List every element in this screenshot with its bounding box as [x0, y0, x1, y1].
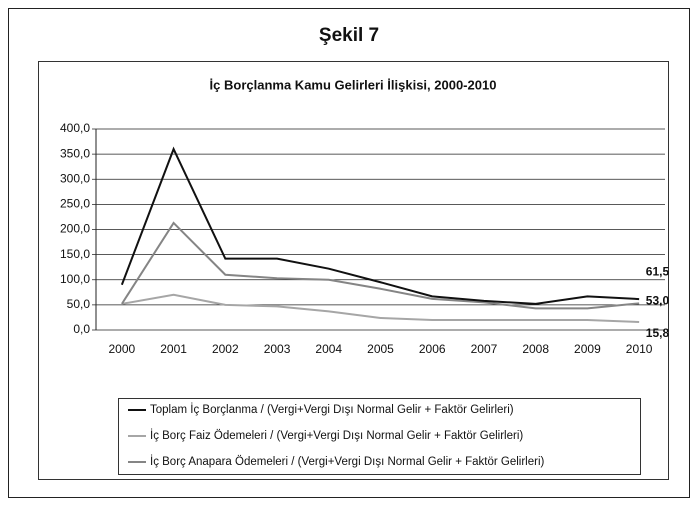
x-tick-label: 2010 — [626, 342, 653, 356]
x-tick-label: 2005 — [367, 342, 394, 356]
data-label: 53,0 — [646, 294, 670, 308]
x-tick-label: 2008 — [522, 342, 549, 356]
x-tick-label: 2006 — [419, 342, 446, 356]
chart-title: İç Borçlanma Kamu Gelirleri İlişkisi, 20… — [210, 77, 497, 92]
y-tick-label: 300,0 — [60, 171, 90, 185]
legend-label: İç Borç Faiz Ödemeleri / (Vergi+Vergi Dı… — [150, 429, 523, 442]
y-tick-label: 250,0 — [60, 197, 90, 211]
x-tick-label: 2000 — [109, 342, 136, 356]
series-line — [120, 146, 640, 305]
y-tick-label: 200,0 — [60, 222, 90, 236]
y-tick-label: 0,0 — [73, 322, 90, 336]
y-tick-label: 50,0 — [67, 297, 91, 311]
x-tick-label: 2002 — [212, 342, 239, 356]
y-tick-label: 150,0 — [60, 247, 90, 261]
series-line — [121, 221, 640, 310]
x-tick-label: 2007 — [471, 342, 498, 356]
series-line — [121, 293, 640, 324]
legend-label: İç Borç Anapara Ödemeleri / (Vergi+Vergi… — [150, 455, 545, 468]
y-tick-label: 350,0 — [60, 146, 90, 160]
x-tick-label: 2003 — [264, 342, 291, 356]
y-tick-label: 400,0 — [60, 121, 90, 135]
figure-label: Şekil 7 — [319, 25, 379, 46]
data-label: 15,8 — [646, 326, 670, 340]
x-tick-label: 2001 — [160, 342, 187, 356]
x-tick-label: 2009 — [574, 342, 601, 356]
legend-box — [118, 398, 641, 475]
legend-label: Toplam İç Borçlanma / (Vergi+Vergi Dışı … — [150, 403, 514, 416]
y-tick-label: 100,0 — [60, 272, 90, 286]
x-tick-label: 2004 — [315, 342, 342, 356]
data-label: 61,5 — [646, 264, 670, 278]
